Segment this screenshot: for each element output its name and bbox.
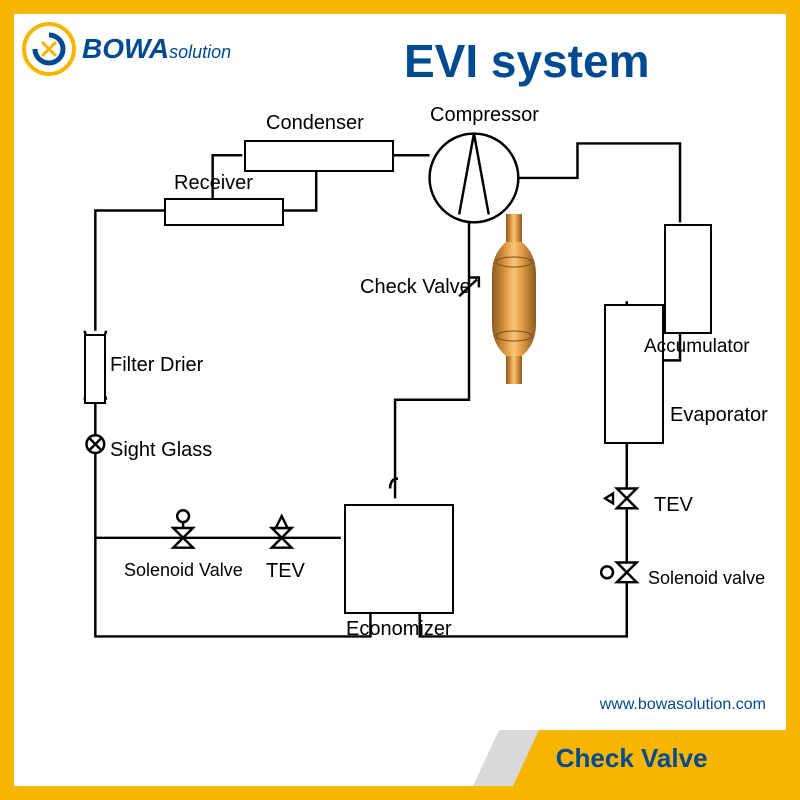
tev2-label: TEV xyxy=(654,494,693,517)
receiver-box xyxy=(164,198,284,226)
logo-ring-icon xyxy=(22,22,76,76)
check-valve-icon xyxy=(484,214,544,384)
page-title: EVI system xyxy=(404,34,649,88)
accumulator-box xyxy=(664,224,712,334)
footer-product-label: Check Valve xyxy=(556,743,708,774)
compressor-label: Compressor xyxy=(430,104,539,127)
condenser-box xyxy=(244,140,394,172)
tev1-label: TEV xyxy=(266,560,305,583)
filter-drier-box xyxy=(84,334,106,404)
accumulator-label: Accumulator xyxy=(644,336,750,358)
sight-glass-label: Sight Glass xyxy=(110,439,212,462)
condenser-label: Condenser xyxy=(266,112,364,135)
check-valve-label: Check Valve xyxy=(360,276,471,299)
outer-frame: BOWAsolution EVI system xyxy=(0,0,800,800)
economizer-label: Economizer xyxy=(346,618,452,641)
receiver-label: Receiver xyxy=(174,172,253,195)
evaporator-label: Evaporator xyxy=(670,404,768,427)
logo-sub-text: solution xyxy=(169,42,231,62)
footer-url: www.bowasolution.com xyxy=(600,696,766,714)
logo-text-block: BOWAsolution xyxy=(82,33,231,65)
solenoid2-label: Solenoid valve xyxy=(648,568,765,589)
footer-tab-accent: Check Valve xyxy=(513,730,800,786)
economizer-box xyxy=(344,504,454,614)
logo-main-text: BOWA xyxy=(82,33,169,64)
evaporator-box xyxy=(604,304,664,444)
brand-logo: BOWAsolution xyxy=(22,22,231,76)
evi-system-diagram: Condenser Compressor Receiver Filter Dri… xyxy=(44,104,756,666)
logo-inner-icon xyxy=(32,32,66,66)
solenoid1-label: Solenoid Valve xyxy=(124,560,243,581)
filter-drier-label: Filter Drier xyxy=(110,354,203,377)
